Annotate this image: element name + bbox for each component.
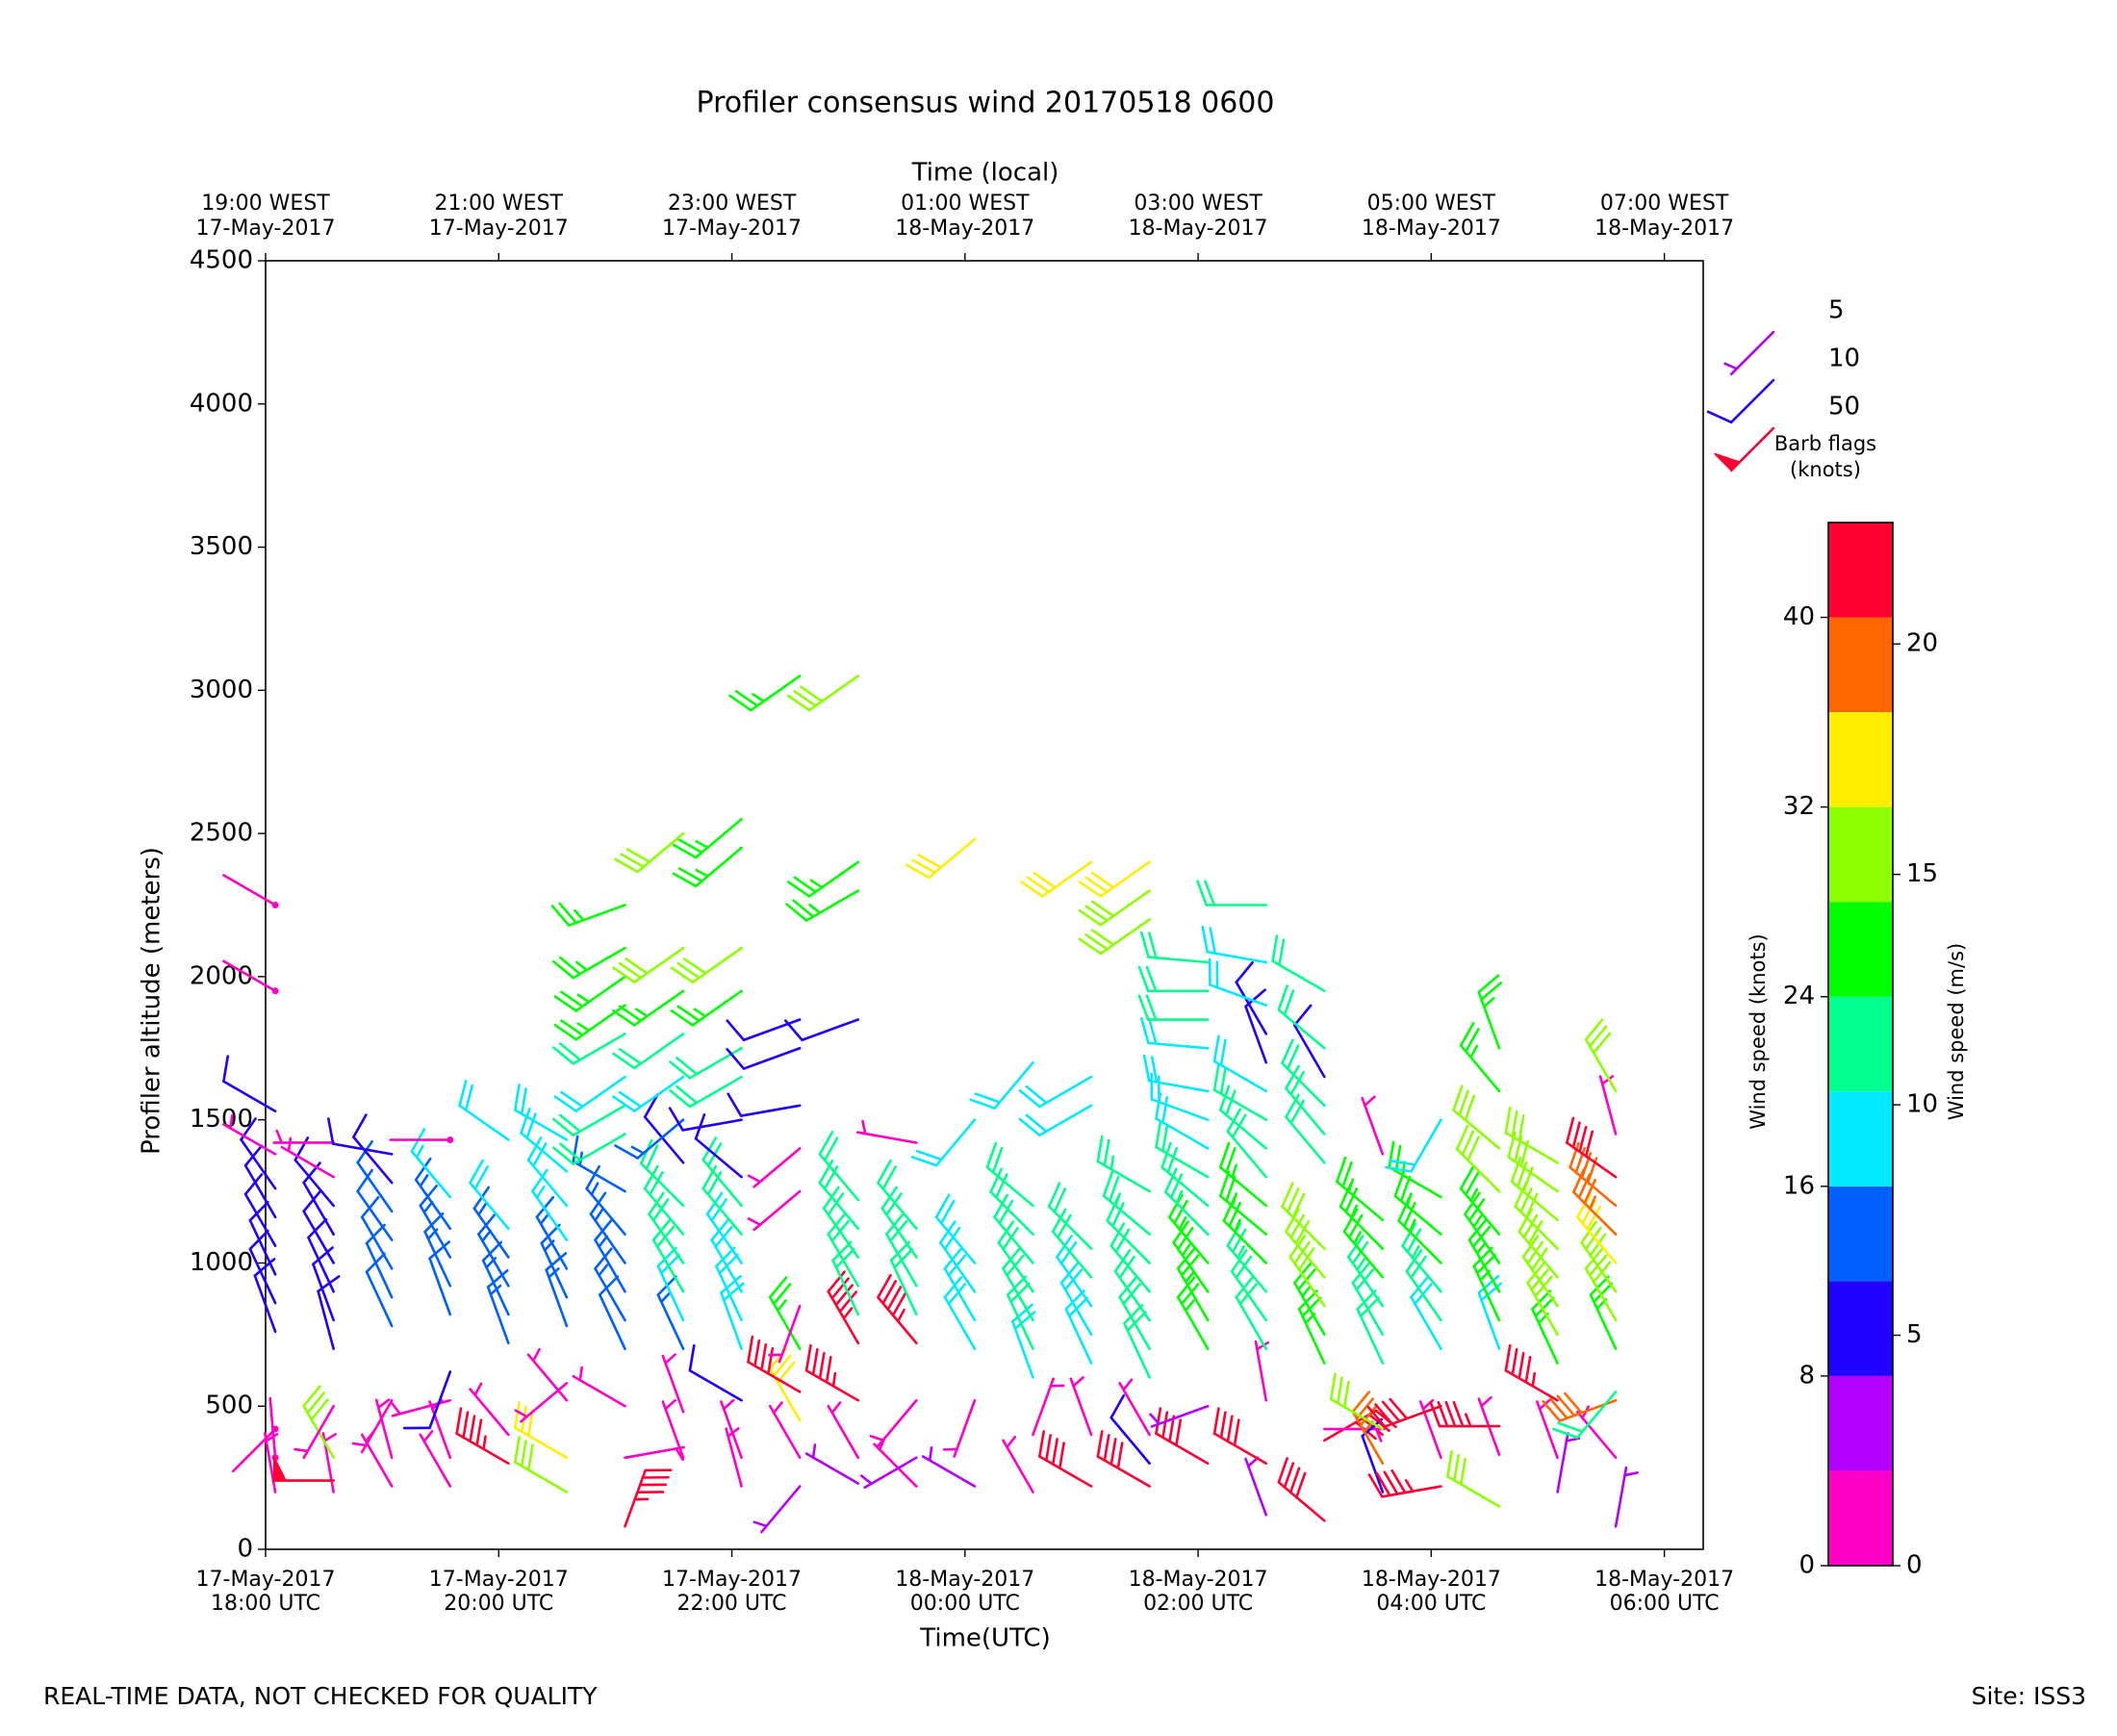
- colorbar-segment: [1828, 902, 1893, 997]
- barb-legend-label: 10: [1828, 345, 1860, 373]
- x-tick-label: 18-May-2017: [1594, 1568, 1734, 1592]
- colorbar-segment: [1828, 1091, 1893, 1187]
- x2-tick-label: 05:00 WEST: [1367, 191, 1496, 216]
- colorbar-tick-label-2: 5: [1906, 1320, 1923, 1349]
- barb-legend-label: 5: [1828, 296, 1845, 325]
- x2-tick-label: 17-May-2017: [429, 217, 569, 241]
- barb-calm-dot: [272, 902, 279, 908]
- x-axis-label: Time(UTC): [919, 1624, 1050, 1653]
- colorbar-tick-label-2: 20: [1906, 629, 1938, 658]
- colorbar-segment: [1828, 1470, 1893, 1566]
- y-tick-label: 2500: [190, 819, 253, 848]
- y-tick-label: 1500: [190, 1105, 253, 1134]
- x2-tick-label: 01:00 WEST: [901, 191, 1030, 216]
- y-tick-label: 1000: [190, 1248, 253, 1277]
- y-tick-label: 500: [205, 1391, 253, 1420]
- x-tick-label: 20:00 UTC: [444, 1592, 553, 1616]
- x-tick-label: 06:00 UTC: [1610, 1592, 1720, 1616]
- x-tick-label: 18-May-2017: [1362, 1568, 1501, 1592]
- x-tick-label: 02:00 UTC: [1143, 1592, 1253, 1616]
- footer-note: REAL-TIME DATA, NOT CHECKED FOR QUALITY: [43, 1682, 598, 1710]
- y-tick-label: 0: [237, 1535, 253, 1564]
- x2-tick-label: 18-May-2017: [1362, 217, 1501, 241]
- x2-tick-label: 19:00 WEST: [201, 191, 330, 216]
- barb-calm-dot: [446, 1136, 453, 1143]
- colorbar-segment: [1828, 523, 1893, 618]
- colorbar-tick-label: 40: [1783, 602, 1815, 631]
- colorbar-segment: [1828, 1281, 1893, 1376]
- barb-calm-dot: [272, 1426, 279, 1433]
- x2-tick-label: 03:00 WEST: [1134, 191, 1263, 216]
- colorbar-tick-label: 16: [1783, 1171, 1815, 1200]
- colorbar-segment: [1828, 807, 1893, 903]
- colorbar-segment: [1828, 618, 1893, 713]
- y-tick-label: 3000: [190, 676, 253, 704]
- colorbar-tick-label: 0: [1798, 1551, 1815, 1580]
- barb-legend-title: (knots): [1790, 458, 1861, 481]
- x-tick-label: 18:00 UTC: [211, 1592, 320, 1616]
- y-tick-label: 2000: [190, 961, 253, 990]
- y-tick-label: 4000: [190, 389, 253, 418]
- x2-tick-label: 23:00 WEST: [668, 191, 797, 216]
- colorbar-label: Wind speed (knots): [1747, 933, 1770, 1129]
- colorbar-segment: [1828, 997, 1893, 1092]
- y-tick-label: 4500: [190, 246, 253, 275]
- x2-axis-label: Time (local): [911, 159, 1059, 188]
- colorbar-label-2: Wind speed (m/s): [1945, 943, 1968, 1120]
- x2-tick-label: 21:00 WEST: [435, 191, 564, 216]
- x-tick-label: 18-May-2017: [1129, 1568, 1268, 1592]
- x2-tick-label: 18-May-2017: [1594, 217, 1734, 241]
- y-axis-label: Profiler altitude (meters): [138, 847, 166, 1155]
- x-tick-label: 18-May-2017: [895, 1568, 1034, 1592]
- colorbar-tick-label-2: 0: [1906, 1551, 1923, 1580]
- colorbar-segment: [1828, 1187, 1893, 1282]
- barb-legend-label: 50: [1828, 393, 1860, 421]
- x-tick-label: 22:00 UTC: [677, 1592, 787, 1616]
- colorbar-tick-label-2: 10: [1906, 1090, 1938, 1119]
- x-tick-label: 17-May-2017: [196, 1568, 336, 1592]
- colorbar-segment: [1828, 712, 1893, 807]
- x2-tick-label: 18-May-2017: [895, 217, 1034, 241]
- x-tick-label: 17-May-2017: [429, 1568, 569, 1592]
- colorbar-tick-label-2: 15: [1906, 859, 1938, 888]
- x-tick-label: 17-May-2017: [662, 1568, 802, 1592]
- x-tick-label: 04:00 UTC: [1376, 1592, 1486, 1616]
- x2-tick-label: 17-May-2017: [196, 217, 336, 241]
- x2-tick-label: 17-May-2017: [662, 217, 802, 241]
- x2-tick-label: 18-May-2017: [1129, 217, 1268, 241]
- colorbar-segment: [1828, 1376, 1893, 1471]
- y-tick-label: 3500: [190, 532, 253, 561]
- x-tick-label: 00:00 UTC: [910, 1592, 1020, 1616]
- barb-calm-dot: [272, 987, 279, 994]
- colorbar-tick-label: 8: [1798, 1361, 1815, 1390]
- colorbar-tick-label: 32: [1783, 792, 1815, 821]
- x2-tick-label: 07:00 WEST: [1600, 191, 1729, 216]
- barb-legend-title: Barb flags: [1774, 432, 1876, 455]
- site-label: Site: ISS3: [1972, 1682, 2086, 1710]
- colorbar-tick-label: 24: [1783, 982, 1815, 1010]
- chart-title: Profiler consensus wind 20170518 0600: [697, 87, 1275, 120]
